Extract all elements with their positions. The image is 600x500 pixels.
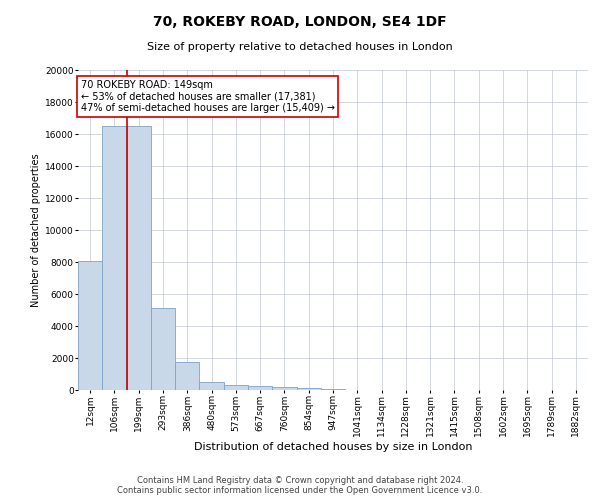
Bar (151, 308, 175, 390)
Bar (102, 126, 127, 390)
Bar (78, 261, 102, 390)
Text: 70, ROKEBY ROAD, LONDON, SE4 1DF: 70, ROKEBY ROAD, LONDON, SE4 1DF (153, 15, 447, 29)
Bar (199, 382, 224, 390)
Y-axis label: Number of detached properties: Number of detached properties (31, 153, 41, 307)
Bar (127, 126, 151, 390)
Bar (248, 386, 272, 390)
Bar (224, 384, 248, 390)
X-axis label: Distribution of detached houses by size in London: Distribution of detached houses by size … (194, 442, 472, 452)
Text: Contains HM Land Registry data © Crown copyright and database right 2024.
Contai: Contains HM Land Registry data © Crown c… (118, 476, 482, 495)
Text: Size of property relative to detached houses in London: Size of property relative to detached ho… (147, 42, 453, 52)
Bar (272, 388, 296, 390)
Text: 70 ROKEBY ROAD: 149sqm
← 53% of detached houses are smaller (17,381)
47% of semi: 70 ROKEBY ROAD: 149sqm ← 53% of detached… (80, 80, 335, 113)
Bar (175, 362, 199, 390)
Bar (321, 388, 345, 390)
Bar (296, 388, 321, 390)
